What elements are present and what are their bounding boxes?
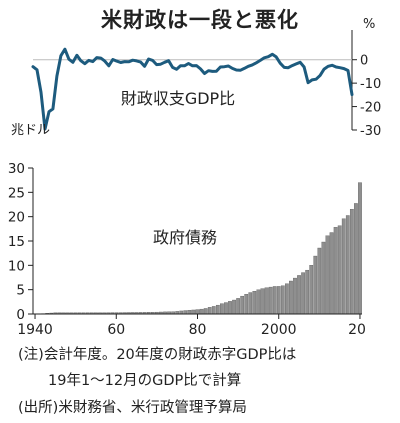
debt-y-ticks: 0 5 10 15 20 25 30 (8, 161, 33, 323)
balance-y-ticks: 0 -10 -20 -30 (352, 54, 381, 139)
debt-bar (244, 294, 249, 315)
debt-bar (264, 287, 269, 315)
debt-bar (301, 272, 305, 315)
debt-bar (297, 275, 301, 315)
note-line-1: (注)会計年度。20年度の財政赤字GDP比は (18, 347, 297, 363)
debt-bar (276, 286, 281, 315)
balance-series-line (31, 47, 354, 131)
debt-bar (248, 292, 253, 315)
debt-bar (236, 298, 240, 315)
debt-bar (224, 302, 228, 315)
debt-bar (317, 247, 322, 315)
debt-bar (268, 286, 273, 315)
debt-x-tick-label: 60 (107, 322, 125, 338)
debt-bar (260, 288, 265, 315)
debt-bar (191, 309, 196, 315)
debt-bar (289, 280, 293, 315)
debt-bar (354, 203, 358, 315)
debt-bar (280, 285, 285, 315)
debt-bar (195, 309, 200, 315)
debt-bar (183, 310, 188, 315)
debt-panel: 兆ドル 0 5 10 15 20 25 30 1940 60 80 2000 20 政府債務 (8, 123, 366, 338)
debt-bar (211, 306, 216, 315)
balance-y-tick-label: 0 (360, 54, 368, 69)
debt-bar (341, 218, 346, 315)
balance-y-tick-label: -30 (360, 124, 381, 139)
debt-bar (272, 286, 277, 315)
debt-bar (232, 299, 236, 315)
balance-panel: % 0 -10 -20 -30 財政収支GDP比 (31, 17, 381, 139)
debt-bar (349, 209, 354, 315)
balance-unit-label: % (363, 17, 375, 32)
debt-bar (305, 269, 310, 315)
debt-bar (358, 182, 362, 315)
debt-bar (325, 235, 330, 315)
debt-bar (207, 307, 212, 315)
debt-x-tick-label: 1940 (17, 322, 53, 338)
debt-bar (252, 291, 257, 315)
balance-y-tick-label: -20 (360, 101, 381, 116)
debt-x-tick-label: 80 (189, 322, 207, 338)
debt-bar (228, 301, 232, 315)
debt-y-tick-label: 30 (8, 161, 25, 177)
source-note: (出所)米財務省、米行政管理予算局 (18, 400, 247, 416)
debt-x-ticks: 1940 60 80 2000 20 (17, 314, 366, 338)
debt-bar (240, 295, 245, 315)
debt-y-tick-label: 10 (8, 258, 25, 274)
debt-series-label: 政府債務 (153, 228, 217, 247)
debt-x-tick-label: 20 (348, 322, 366, 338)
debt-bar (329, 232, 334, 315)
debt-bar (220, 303, 224, 315)
debt-y-tick-label: 20 (8, 210, 25, 226)
debt-bars (33, 182, 362, 315)
debt-bar (293, 277, 297, 315)
balance-series-label: 財政収支GDP比 (121, 89, 235, 108)
debt-bar (313, 255, 318, 315)
debt-bar (199, 308, 204, 315)
debt-bar (256, 289, 261, 315)
debt-bar (337, 225, 342, 315)
debt-bar (215, 304, 220, 315)
chart-title: 米財政は一段と悪化 (101, 8, 299, 32)
debt-y-tick-label: 5 (16, 283, 25, 299)
balance-y-tick-label: -10 (360, 77, 381, 92)
debt-bar (333, 227, 338, 315)
debt-y-tick-label: 0 (16, 307, 25, 323)
debt-bar (285, 283, 289, 315)
debt-unit-label: 兆ドル (11, 123, 50, 138)
debt-bar (203, 308, 208, 315)
note-line-2: 19年1〜12月のGDP比で計算 (48, 373, 242, 389)
debt-bar (187, 310, 192, 315)
debt-bar (309, 265, 314, 315)
debt-bar (321, 241, 326, 315)
debt-y-tick-label: 15 (8, 234, 25, 250)
debt-y-tick-label: 25 (8, 185, 25, 201)
debt-x-tick-label: 2000 (261, 322, 297, 338)
debt-bar (345, 215, 350, 315)
